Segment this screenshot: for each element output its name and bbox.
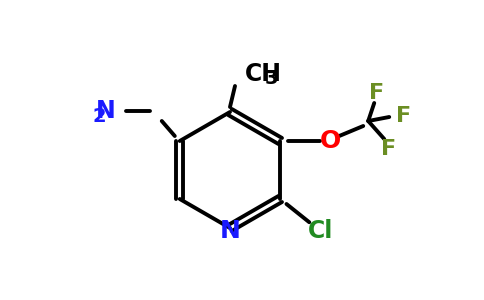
Text: N: N — [96, 99, 116, 123]
Text: F: F — [395, 106, 411, 126]
Text: F: F — [369, 83, 384, 103]
Text: F: F — [381, 139, 396, 159]
Text: 3: 3 — [264, 70, 278, 88]
Text: 2: 2 — [93, 106, 106, 125]
Text: N: N — [220, 219, 241, 243]
Text: Cl: Cl — [307, 219, 333, 243]
Text: O: O — [319, 129, 341, 153]
Text: CH: CH — [245, 62, 282, 86]
